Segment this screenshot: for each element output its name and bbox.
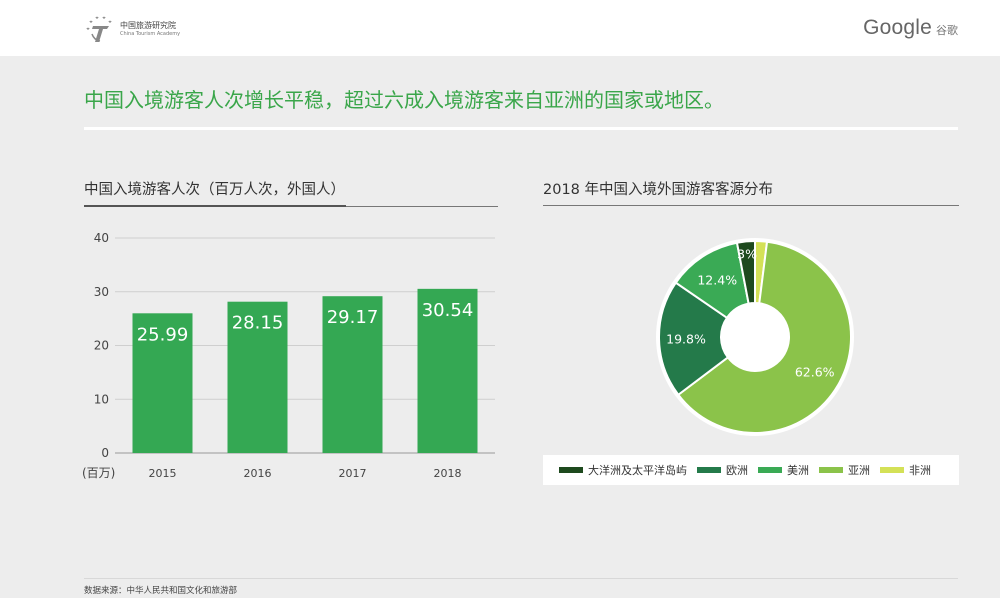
x-tick-label: 2016: [244, 467, 272, 480]
legend-label: 大洋洲及太平洋岛屿: [588, 464, 687, 477]
google-chinese-name: 谷歌: [936, 24, 958, 37]
bar-2016: [227, 301, 288, 453]
bar-value-label: 28.15: [232, 313, 284, 334]
bar-chart-title: 中国入境游客人次（百万人次，外国人）: [84, 182, 345, 198]
y-tick-label: 30: [94, 285, 109, 299]
bar-value-label: 30.54: [422, 300, 474, 321]
y-tick-label: 0: [101, 446, 109, 460]
donut-chart-title: 2018 年中国入境外国游客客源分布: [543, 182, 774, 198]
legend-swatch: [697, 467, 721, 473]
legend-swatch: [819, 467, 843, 473]
y-tick-label: 10: [94, 392, 109, 406]
legend-swatch: [758, 467, 782, 473]
legend-label: 非洲: [909, 464, 931, 477]
google-logo: Google 谷歌: [863, 16, 958, 40]
cta-emblem-icon: [86, 16, 112, 42]
y-tick-label: 40: [94, 231, 109, 245]
unit-label: (百万): [82, 466, 115, 480]
donut-chart-title-rule: [543, 205, 959, 206]
data-source-note: 数据来源：中华人民共和国文化和旅游部: [84, 586, 238, 596]
legend-label: 欧洲: [726, 464, 748, 477]
donut-hole: [722, 304, 788, 370]
legend-label: 亚洲: [848, 464, 870, 477]
legend-item: 欧洲: [697, 462, 748, 478]
legend-item: 亚洲: [819, 462, 870, 478]
logo-chinese-name: 中国旅游研究院: [120, 20, 176, 30]
donut-chart: 2%62.6%19.8%12.4%3%: [656, 238, 854, 436]
bar-2017: [322, 296, 383, 453]
donut-chart-legend: 大洋洲及太平洋岛屿 欧洲 美洲 亚洲 非洲: [543, 455, 959, 485]
bar-chart: 0 10 20 30 40 (百万) 25.99 2015 28.15 2016 29.17 2017…: [82, 231, 495, 480]
legend-item: 大洋洲及太平洋岛屿: [559, 462, 687, 478]
slice-value-label: 19.8%: [666, 332, 706, 347]
bar-chart-title-accent-rule: [84, 205, 346, 207]
legend-label: 美洲: [787, 464, 809, 477]
bar-value-label: 25.99: [137, 324, 189, 345]
footer-divider: [84, 578, 958, 579]
legend-swatch: [880, 467, 904, 473]
x-tick-label: 2015: [149, 467, 177, 480]
x-tick-label: 2018: [434, 467, 462, 480]
slice-欧洲: [658, 281, 730, 397]
legend-item: 美洲: [758, 462, 809, 478]
logo-english-name: China Tourism Academy: [120, 30, 181, 37]
bar-2018: [417, 288, 478, 453]
headline-divider: [84, 127, 958, 130]
google-wordmark: Google: [863, 16, 932, 39]
slice-value-label: 3%: [737, 246, 757, 261]
y-tick-label: 20: [94, 339, 109, 353]
slice-value-label: 62.6%: [795, 365, 835, 380]
legend-item: 非洲: [880, 462, 931, 478]
page-headline: 中国入境游客人次增长平稳，超过六成入境游客来自亚洲的国家或地区。: [84, 88, 724, 112]
top-bar: 中国旅游研究院 China Tourism Academy Google 谷歌: [0, 0, 1000, 56]
x-tick-label: 2017: [339, 467, 367, 480]
slice-亚洲: [676, 240, 852, 434]
slice-value-label: 12.4%: [697, 272, 737, 287]
china-tourism-academy-logo: 中国旅游研究院 China Tourism Academy: [84, 14, 180, 44]
bar-2015: [132, 313, 193, 453]
slice-大洋洲及太平洋岛屿: [735, 239, 756, 305]
legend-swatch: [559, 467, 583, 473]
bar-value-label: 29.17: [327, 307, 379, 328]
